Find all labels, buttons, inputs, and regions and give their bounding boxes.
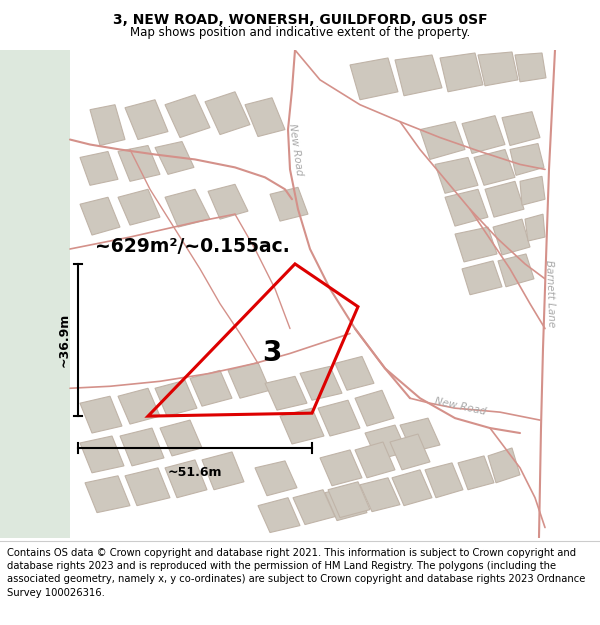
Polygon shape [350,58,398,100]
Polygon shape [395,55,442,96]
Polygon shape [165,460,207,498]
Polygon shape [280,408,324,444]
Polygon shape [440,53,483,92]
Text: 3, NEW ROAD, WONERSH, GUILDFORD, GU5 0SF: 3, NEW ROAD, WONERSH, GUILDFORD, GU5 0SF [113,12,487,26]
Polygon shape [118,388,160,424]
Polygon shape [478,52,518,86]
Polygon shape [325,485,367,521]
Text: New Road: New Road [433,396,487,416]
Text: Barnett Lane: Barnett Lane [544,260,556,328]
Polygon shape [355,390,394,426]
Polygon shape [258,498,300,532]
Polygon shape [228,362,270,398]
Polygon shape [498,254,534,287]
Polygon shape [488,448,520,482]
Polygon shape [205,92,250,134]
Text: 3: 3 [262,339,281,367]
Polygon shape [300,366,342,400]
Polygon shape [125,468,170,506]
Polygon shape [458,456,494,490]
Text: Map shows position and indicative extent of the property.: Map shows position and indicative extent… [130,26,470,39]
Polygon shape [462,261,502,295]
Polygon shape [0,50,70,538]
Polygon shape [462,116,505,154]
Polygon shape [420,122,465,159]
Polygon shape [355,442,395,478]
Polygon shape [365,425,407,460]
Polygon shape [118,146,160,181]
Polygon shape [485,181,524,217]
Polygon shape [400,418,440,452]
Polygon shape [515,53,546,82]
Polygon shape [155,380,197,416]
Polygon shape [293,490,335,524]
Polygon shape [160,420,202,456]
Polygon shape [80,198,120,235]
Polygon shape [390,434,430,470]
Polygon shape [120,428,164,466]
Polygon shape [118,189,160,225]
Polygon shape [435,158,478,193]
Text: Contains OS data © Crown copyright and database right 2021. This information is : Contains OS data © Crown copyright and d… [7,548,586,598]
Polygon shape [265,376,307,410]
Polygon shape [493,219,530,255]
Polygon shape [474,149,515,185]
Polygon shape [502,112,540,146]
Polygon shape [80,151,118,185]
Polygon shape [335,356,374,390]
Polygon shape [525,214,545,241]
Polygon shape [190,371,232,406]
Polygon shape [255,461,297,496]
Polygon shape [510,144,544,176]
Polygon shape [328,482,370,518]
Polygon shape [445,189,488,226]
Polygon shape [155,141,194,174]
Text: ~51.6m: ~51.6m [168,466,222,479]
Polygon shape [125,100,168,139]
Polygon shape [90,105,125,146]
Polygon shape [520,176,545,205]
Polygon shape [165,95,210,138]
Polygon shape [455,227,497,262]
Polygon shape [425,463,463,498]
Text: New Road: New Road [287,122,305,176]
Polygon shape [165,189,210,227]
Polygon shape [208,184,248,219]
Polygon shape [85,476,130,512]
Polygon shape [360,478,400,512]
Polygon shape [318,400,360,436]
Polygon shape [270,188,308,221]
Polygon shape [245,98,285,136]
Polygon shape [320,450,362,486]
Text: ~629m²/~0.155ac.: ~629m²/~0.155ac. [95,238,290,256]
Polygon shape [80,396,122,433]
Polygon shape [80,436,124,473]
Polygon shape [202,452,244,490]
Text: ~36.9m: ~36.9m [58,313,71,367]
Polygon shape [392,470,432,506]
